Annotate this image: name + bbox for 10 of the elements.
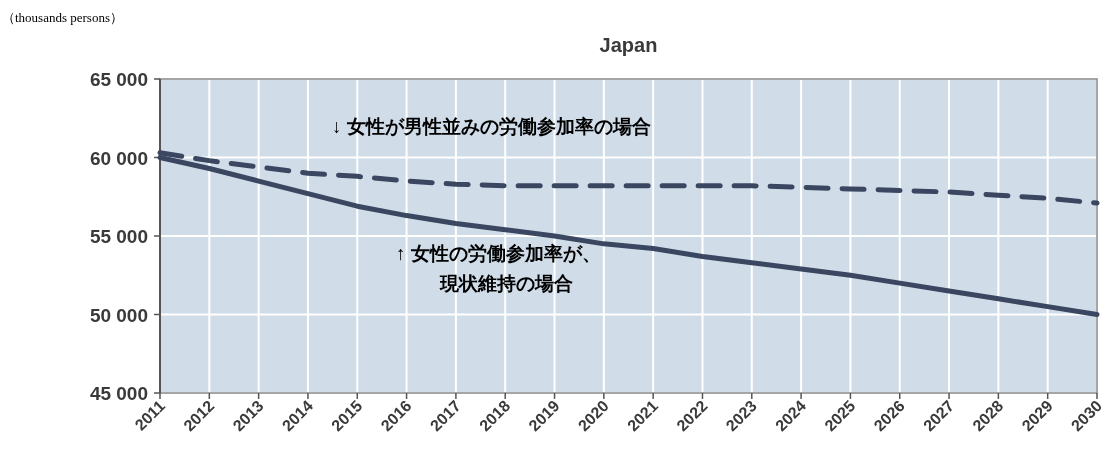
y-tick-label: 65 000 bbox=[89, 69, 148, 90]
annotation: ↓ 女性が男性並みの労働参加率の場合 bbox=[332, 116, 651, 137]
y-axis-title: （thousands persons） bbox=[2, 10, 123, 25]
y-tick-label: 45 000 bbox=[89, 383, 148, 404]
chart-title: Japan bbox=[599, 34, 658, 56]
annotation: 現状維持の場合 bbox=[439, 273, 573, 294]
y-tick-label: 50 000 bbox=[89, 304, 148, 326]
y-tick-label: 60 000 bbox=[89, 147, 148, 169]
y-tick-label: 55 000 bbox=[89, 226, 148, 247]
annotation: ↑ 女性の労働参加率が、 bbox=[396, 243, 601, 264]
